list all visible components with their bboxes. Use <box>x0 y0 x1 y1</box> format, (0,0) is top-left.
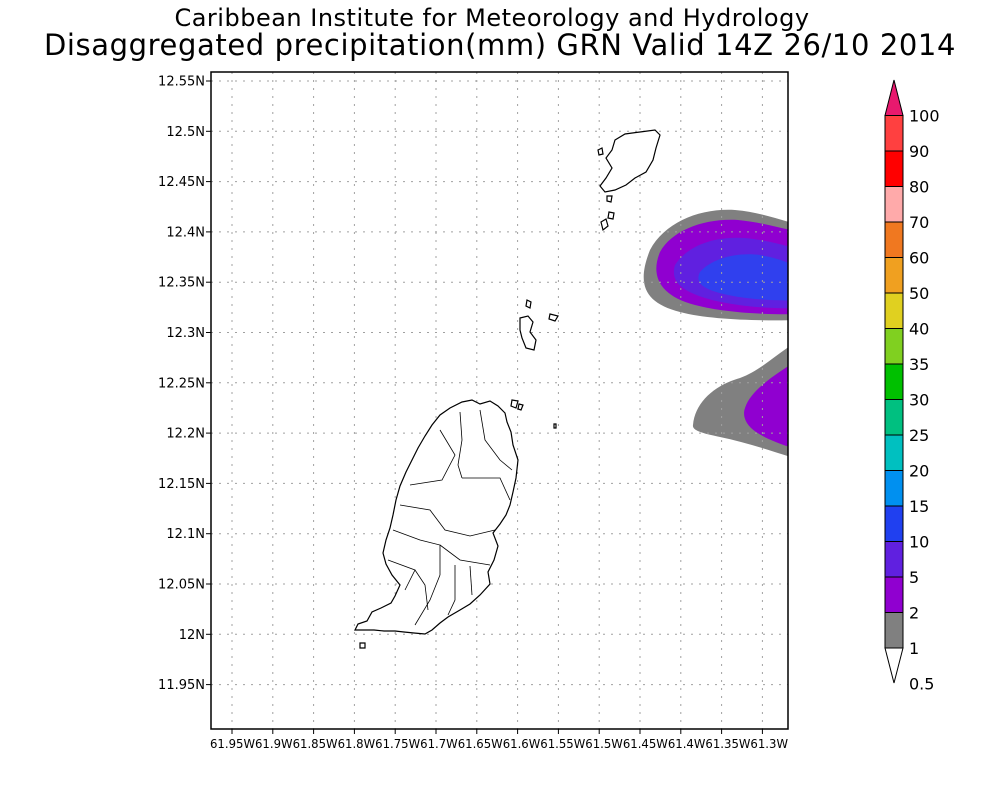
legend-label: 35 <box>909 355 929 374</box>
chart-subtitle: Disaggregated precipitation(mm) GRN Vali… <box>43 28 957 62</box>
latitude-label: 12.25N <box>158 376 205 391</box>
legend-swatch <box>884 221 904 258</box>
legend-label: 15 <box>909 497 929 516</box>
latitude-label: 12.35N <box>158 276 205 291</box>
legend-label: 2 <box>909 604 919 623</box>
land-outlines <box>354 129 661 649</box>
legend-swatch <box>884 541 904 578</box>
legend-label: 20 <box>909 462 929 481</box>
longitude-axis: 61.95W61.9W61.85W61.8W61.75W61.7W61.65W6… <box>210 729 788 751</box>
latitude-label: 12.55N <box>158 75 205 90</box>
carriacou-island <box>599 129 661 193</box>
latitude-label: 12.4N <box>166 225 205 240</box>
islet-11 <box>359 642 366 649</box>
islet-8 <box>510 399 519 409</box>
latitude-label: 12.15N <box>158 477 205 492</box>
map-grid <box>211 72 788 729</box>
islet-9 <box>517 403 524 411</box>
islet-4 <box>606 195 613 203</box>
islet-2 <box>607 211 615 220</box>
grenada-island <box>354 399 519 635</box>
latitude-label: 12.45N <box>158 175 205 190</box>
legend-top-arrow <box>884 79 904 116</box>
legend-label: 10 <box>909 533 929 552</box>
latitude-label: 12.5N <box>166 125 205 140</box>
latitude-label: 12.3N <box>166 326 205 341</box>
chart-title: Caribbean Institute for Meteorology and … <box>174 4 810 32</box>
legend-label: 40 <box>909 320 929 339</box>
latitude-label: 12.2N <box>166 427 205 442</box>
legend-swatch <box>884 328 904 365</box>
legend-label: 100 <box>909 107 940 126</box>
legend-label: 0.5 <box>909 675 934 694</box>
islet-5 <box>519 315 537 351</box>
legend-label: 60 <box>909 249 929 268</box>
legend-label: 5 <box>909 568 919 587</box>
legend-swatch <box>884 186 904 223</box>
legend-bottom-arrow <box>884 647 904 684</box>
legend-swatch <box>884 292 904 329</box>
legend-swatch <box>884 150 904 187</box>
latitude-label: 12.05N <box>158 578 205 593</box>
islet-3 <box>597 147 604 156</box>
legend-swatch <box>884 470 904 507</box>
map-frame <box>210 71 789 730</box>
legend-swatch <box>884 399 904 436</box>
legend-swatch <box>884 612 904 649</box>
islet-6 <box>525 299 532 309</box>
latitude-label: 12.1N <box>166 527 205 542</box>
latitude-axis: 12.55N 12.5N 12.45N 12.4N 12.35N 12.3N 12.25N 1… <box>158 75 211 693</box>
legend-label: 70 <box>909 213 929 232</box>
latitude-label: 12N <box>179 628 205 643</box>
legend-swatch <box>884 576 904 613</box>
precipitation-areas <box>643 209 788 457</box>
legend-label: 1 <box>909 639 919 658</box>
legend-swatch <box>884 363 904 400</box>
islet-1 <box>600 218 609 232</box>
rain-area-lower-1mm <box>744 366 788 447</box>
rain-area-upper-5mm <box>698 254 788 301</box>
legend-label: 50 <box>909 284 929 303</box>
color-legend: 100 90 80 70 60 50 40 35 30 25 20 15 10 5 2 1 0.5 <box>884 79 940 694</box>
legend-swatch <box>884 434 904 471</box>
parish-boundaries <box>387 409 513 626</box>
legend-label: 30 <box>909 391 929 410</box>
legend-swatch <box>884 257 904 294</box>
islet-7 <box>548 313 559 322</box>
longitude-tick-labels: 61.95W61.9W61.85W61.8W61.75W61.7W61.65W6… <box>210 737 788 751</box>
islet-10 <box>553 423 557 429</box>
legend-label: 90 <box>909 142 929 161</box>
legend-label: 25 <box>909 426 929 445</box>
latitude-label: 11.95N <box>158 678 205 693</box>
legend-swatch <box>884 505 904 542</box>
legend-label: 80 <box>909 178 929 197</box>
legend-swatch <box>884 115 904 152</box>
